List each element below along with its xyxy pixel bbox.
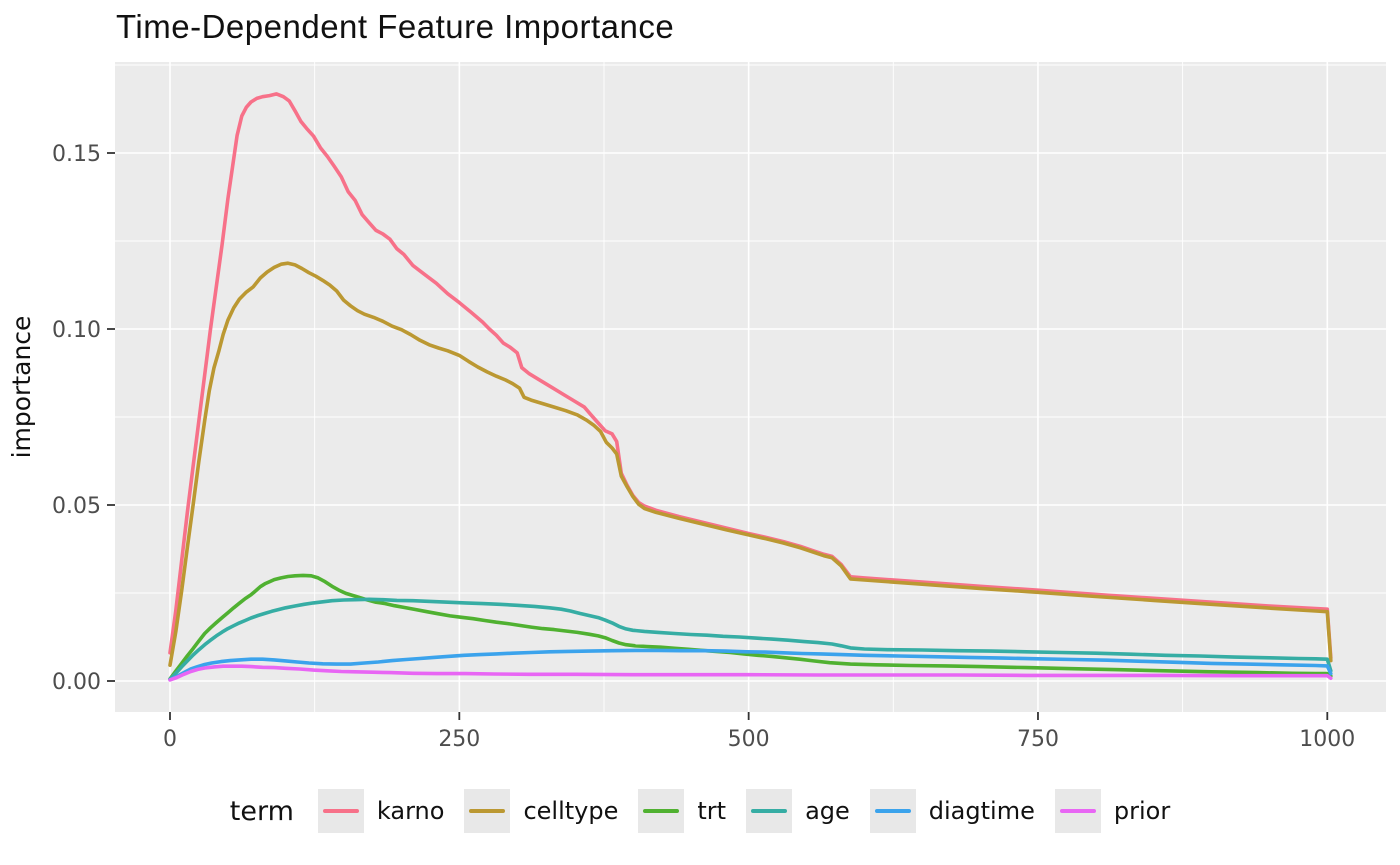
y-tick-label: 0.00	[52, 670, 101, 695]
legend-key-karno	[317, 789, 364, 833]
x-tick-label: 0	[163, 727, 177, 752]
legend-item-trt: trt	[638, 789, 726, 833]
legend-line-icon	[1059, 809, 1096, 813]
series-line-prior	[168, 664, 1333, 682]
legend-item-diagtime: diagtime	[869, 789, 1035, 833]
legend-label-diagtime: diagtime	[928, 797, 1035, 825]
legend-label-age: age	[805, 797, 850, 825]
legend-item-prior: prior	[1054, 789, 1171, 833]
y-tick-label: 0.10	[52, 318, 101, 343]
plot-area: 0 250 500 750 1000 0.00 0.05 0.10 0.15 importance	[7, 62, 1386, 752]
plot-panel	[115, 62, 1386, 712]
legend-line-icon	[643, 809, 680, 813]
legend: term karno celltype trt age diagtime prior	[0, 786, 1400, 836]
legend-key-celltype	[464, 789, 511, 833]
legend-label-celltype: celltype	[523, 797, 619, 825]
legend-key-trt	[638, 789, 685, 833]
legend-label-prior: prior	[1113, 797, 1171, 825]
legend-label-trt: trt	[697, 797, 727, 825]
legend-line-icon	[322, 809, 359, 813]
y-tick-label: 0.05	[52, 494, 101, 519]
series-line-celltype	[168, 261, 1333, 667]
y-axis-title: importance	[7, 316, 36, 459]
x-tick-label: 750	[1017, 727, 1059, 752]
legend-key-age	[746, 789, 793, 833]
legend-item-celltype: celltype	[464, 789, 618, 833]
legend-item-karno: karno	[317, 789, 445, 833]
x-tick-label: 500	[728, 727, 770, 752]
legend-item-age: age	[746, 789, 850, 833]
x-tick-label: 250	[438, 727, 480, 752]
series-line-diagtime	[168, 648, 1333, 682]
y-tick-label: 0.15	[52, 142, 101, 167]
legend-title: term	[229, 795, 294, 827]
x-tick-label: 1000	[1299, 727, 1355, 752]
legend-line-icon	[874, 809, 911, 813]
chart-title: Time-Dependent Feature Importance	[116, 8, 675, 45]
series-line-age	[168, 597, 1333, 681]
legend-key-prior	[1054, 789, 1101, 833]
series-line-trt	[168, 573, 1333, 681]
legend-key-diagtime	[869, 789, 916, 833]
legend-line-icon	[469, 809, 506, 813]
legend-label-karno: karno	[376, 797, 445, 825]
legend-line-icon	[751, 809, 788, 813]
